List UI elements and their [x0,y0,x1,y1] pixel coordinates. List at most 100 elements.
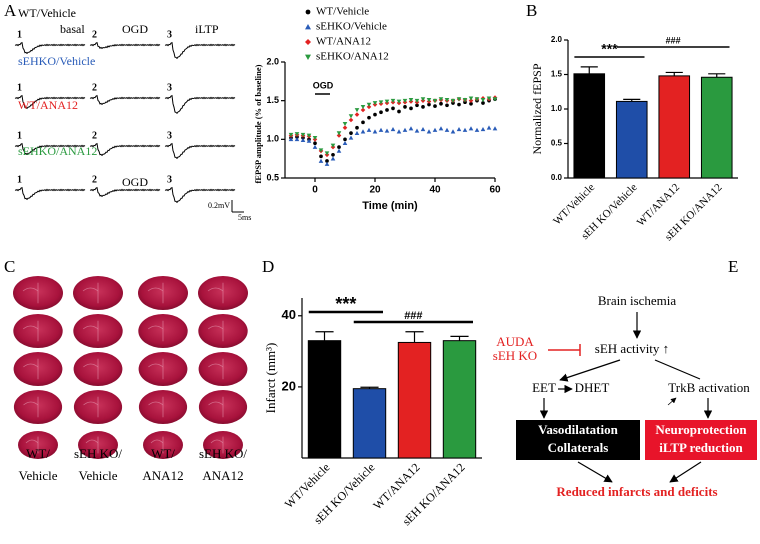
trace-number: 3 [167,174,172,185]
data-point [331,152,335,157]
bar [700,76,733,179]
data-point [492,97,498,102]
x-tick-label: 60 [489,185,501,196]
arrow [654,359,701,380]
data-point [414,128,420,133]
brain-detail [83,396,99,418]
data-point [480,98,486,103]
legend-marker [305,9,311,15]
panel-label: E [728,257,738,276]
brain-detail [147,320,164,342]
brain-detail [85,436,99,454]
box-text: Collaterals [548,440,609,455]
y-tick-label: 2.0 [551,35,563,44]
trace [164,41,236,60]
trace-number: 3 [167,82,172,93]
data-point [348,117,354,123]
trace-number: 2 [92,82,97,93]
trace [14,41,86,55]
brain-detail [207,282,224,304]
outcome: Reduced infarcts and deficits [556,484,717,499]
data-point [318,158,324,163]
data-point [426,98,432,103]
diagram-node: sEH activity ↑ [595,341,669,356]
trace-number: 1 [17,130,22,141]
data-point [469,101,473,106]
data-point [468,98,474,103]
brain-detail [147,282,164,304]
data-point [294,137,300,142]
data-point [306,138,312,143]
data-point [348,135,354,140]
data-point [463,100,467,105]
data-point [324,161,330,166]
data-point [396,99,402,104]
legend-marker [305,24,311,30]
bar [573,73,606,179]
trace-group-label: sEHKO/Vehicle [18,54,95,68]
y-tick-label: 1.0 [551,104,563,113]
legend-label: sEHKO/ANA12 [316,51,389,63]
box-text: iLTP reduction [659,440,743,455]
inhibitor: AUDA [496,334,534,349]
data-point [402,127,408,132]
data-point [366,127,372,132]
data-point [288,132,294,137]
trace-number: 2 [92,174,97,185]
trace [89,94,161,106]
x-tick-label: 20 [369,185,381,196]
brain-detail [22,282,39,304]
trace [164,186,236,204]
data-point [372,129,378,134]
significance-label: *** [335,294,356,314]
trace-phase: iLTP [195,22,219,36]
trace-number: 2 [92,29,97,40]
data-point [330,156,336,161]
data-point [397,109,401,114]
data-point [456,97,462,102]
brain-label: sEH KO/ [74,446,122,461]
data-point [312,144,318,149]
trace-group-label: sEHKO/ANA12 [18,144,97,158]
data-point [462,98,468,103]
data-point [349,131,353,135]
brain-label: Vehicle [19,468,58,483]
data-point [354,130,360,135]
data-point [385,108,389,112]
trace-number: 3 [167,29,172,40]
brain-label: Vehicle [79,468,118,483]
data-point [445,103,449,108]
y-tick-label: 0.5 [266,172,279,182]
brain-label: ANA12 [142,468,183,483]
brain-detail [208,396,224,418]
data-point [468,126,474,131]
arrow [577,461,613,483]
brain-detail [148,396,164,418]
trace [14,94,86,110]
brain-detail [207,320,224,342]
brain-label: ANA12 [202,468,243,483]
trace [89,186,161,198]
trace-number: 3 [167,130,172,141]
data-point [378,100,384,105]
diagram-node: Brain ischemia [598,293,677,308]
brain-detail [25,436,39,454]
data-point [451,101,455,105]
data-point [456,126,462,132]
data-point [486,125,492,130]
trace [14,142,86,156]
data-point [457,102,461,107]
data-point [348,114,354,119]
brain-detail [23,396,39,418]
significance-label: ### [666,35,681,45]
y-tick-label: 40 [282,307,296,322]
data-point [433,104,437,108]
diagram-node: DHET [575,380,610,395]
trace [14,186,86,201]
data-point [384,128,390,133]
scale-label: 5ms [238,213,251,222]
data-point [301,135,305,140]
data-point [390,126,396,132]
bar [352,388,387,459]
panel-label: D [262,257,274,276]
